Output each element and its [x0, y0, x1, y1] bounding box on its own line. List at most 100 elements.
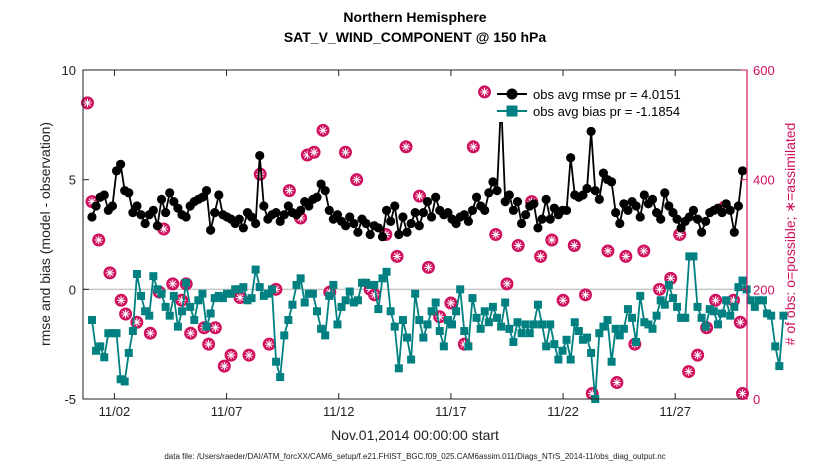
obs-count-point	[511, 238, 525, 252]
rmse-point	[394, 229, 404, 240]
bias-point	[267, 285, 276, 294]
obs-count-point	[534, 249, 548, 263]
rmse-point	[471, 192, 482, 202]
bias-point	[317, 324, 326, 333]
bias-point	[546, 320, 555, 329]
rmse-point	[107, 201, 118, 211]
obs-count-point	[444, 296, 458, 310]
obs-assimilated-marker	[558, 296, 568, 305]
bias-point	[255, 283, 264, 292]
rmse-point	[725, 205, 735, 215]
obs-count-point	[92, 233, 106, 247]
rmse-point	[582, 183, 592, 194]
rmse-point	[651, 207, 662, 218]
obs-count-point	[619, 249, 633, 263]
rmse-point	[537, 214, 547, 224]
bias-point	[415, 316, 424, 325]
bias-point	[161, 302, 170, 311]
rmse-point	[451, 218, 461, 229]
bias-point	[697, 313, 706, 322]
rmse-point	[533, 223, 543, 233]
bias-point	[222, 289, 231, 298]
rmse-point	[566, 153, 576, 163]
rmse-point	[398, 212, 408, 222]
bias-point	[300, 298, 309, 307]
bias-point	[182, 278, 191, 287]
rmse-point	[304, 201, 314, 211]
obs-count-point	[421, 260, 435, 274]
obs-assimilated-marker	[581, 290, 590, 300]
bias-point	[709, 307, 718, 316]
obs-assimilated-marker	[244, 350, 254, 360]
bias-point	[169, 291, 178, 300]
bias-point	[235, 285, 244, 294]
rmse-point	[361, 218, 371, 229]
obs-assimilated-marker	[570, 241, 579, 250]
bias-point	[570, 318, 579, 327]
chart-titles: Northern Hemisphere SAT_V_WIND_COMPONENT…	[284, 9, 547, 45]
rmse-point	[488, 177, 498, 187]
bias-point	[411, 289, 420, 298]
rmse-point	[402, 227, 412, 237]
obs-count-point	[119, 307, 133, 321]
rmse-point	[152, 221, 163, 231]
y-tick-label: 0	[69, 282, 76, 297]
bias-point	[378, 274, 387, 283]
bias-point	[313, 307, 322, 316]
bias-point	[623, 305, 632, 314]
bias-point	[476, 324, 485, 333]
rmse-point	[87, 212, 97, 222]
legend-marker-rmse	[506, 88, 518, 100]
bias-point	[767, 311, 776, 320]
bias-point	[398, 316, 407, 325]
bias-point	[521, 320, 530, 329]
bias-point	[574, 327, 583, 336]
obs-count-point	[103, 266, 117, 280]
rmse-point	[140, 218, 150, 229]
obs-count-point	[202, 337, 216, 351]
bias-point	[775, 362, 784, 371]
bias-point	[587, 348, 596, 357]
obs-count-point	[307, 145, 321, 159]
bias-point	[517, 329, 526, 338]
bias-point	[583, 333, 592, 342]
rmse-point	[91, 201, 101, 211]
rmse-point	[201, 186, 212, 196]
x-tick-label: 11/12	[323, 404, 355, 419]
rmse-point	[345, 212, 355, 222]
bias-point	[337, 302, 346, 311]
bias-point	[681, 313, 690, 322]
obs-assimilated-marker	[655, 285, 664, 294]
bias-point	[231, 285, 240, 294]
obs-count-point	[80, 96, 94, 110]
obs-count-point	[399, 140, 413, 154]
bias-point	[329, 280, 338, 289]
bias-point	[632, 337, 641, 346]
rmse-point	[672, 214, 682, 224]
bias-point	[92, 346, 101, 355]
bias-point	[124, 348, 133, 357]
bias-point	[513, 318, 522, 327]
x-tick-label: 11/02	[99, 404, 131, 419]
rmse-point	[508, 205, 518, 215]
obs-count-point	[500, 277, 514, 291]
bias-point	[779, 311, 788, 320]
obs-count-point	[338, 145, 352, 159]
obs-assimilated-marker	[480, 87, 489, 97]
bias-point	[292, 280, 301, 289]
bias-point	[763, 309, 772, 318]
bias-point	[595, 329, 604, 338]
y-axis-right: 0 200 400 600	[741, 63, 775, 407]
bias-point	[288, 300, 297, 309]
bias-point	[325, 291, 334, 300]
legend-label-rmse: obs avg rmse pr = 4.0151	[533, 87, 681, 102]
rmse-point	[426, 212, 437, 222]
rmse-point	[238, 223, 248, 233]
obs-assimilated-marker	[121, 309, 130, 319]
x-axis-label: Nov.01,2014 00:00:00 start	[331, 427, 499, 443]
bias-point	[263, 289, 272, 298]
bias-point	[689, 252, 698, 261]
obs-assimilated-marker	[639, 246, 649, 256]
bias-point	[533, 300, 542, 309]
bias-point	[112, 329, 121, 338]
